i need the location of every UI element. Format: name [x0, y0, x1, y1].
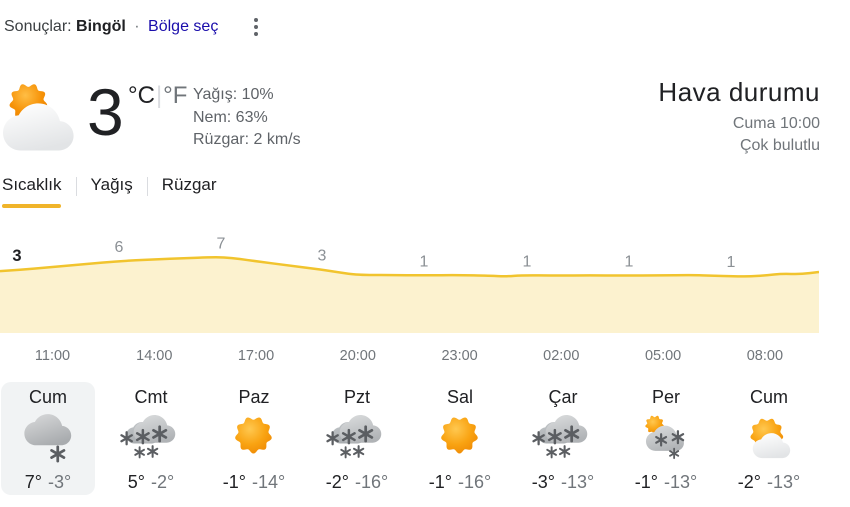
- chart-point-label: 3: [318, 248, 327, 265]
- fahrenheit-toggle[interactable]: °F: [163, 82, 188, 109]
- day-name: Pzt: [343, 387, 370, 407]
- temperature-chart[interactable]: 3 6 7 3 1 1 1 1: [0, 228, 819, 334]
- chart-time-axis: 11:00 14:00 17:00 20:00 23:00 02:00 05:00 08:00: [0, 348, 819, 364]
- partly-sunny-icon: [743, 409, 795, 461]
- chart-area-fill: [0, 257, 819, 333]
- time-tick-label: 20:00: [339, 348, 376, 364]
- current-weather-icon mostly-cloudy-icon: [3, 81, 74, 152]
- day-low-temp: -3°: [48, 472, 72, 492]
- day-card-cum-7[interactable]: Cum -2° -13°: [722, 382, 816, 495]
- day-card-çar-5[interactable]: Çar -3° -13°: [516, 382, 610, 495]
- day-name: Paz: [238, 387, 270, 407]
- daily-forecast: Cum 7° -3° Cmt 5° -2° Paz -1° -14° Pzt -2° -…: [1, 382, 819, 495]
- day-high-temp: 7°: [24, 472, 42, 492]
- chart-tabs: Sıcaklık Yağış Rüzgar: [2, 175, 217, 197]
- chart-point-label: 1: [420, 253, 429, 270]
- unit-toggle: °C|°F: [128, 84, 187, 108]
- widget-title: Hava durumu: [658, 77, 820, 107]
- tab-temperature[interactable]: Sıcaklık: [2, 175, 62, 194]
- current-temperature: 3: [87, 75, 124, 149]
- day-card-sal-4[interactable]: Sal -1° -16°: [413, 382, 507, 495]
- results-bar: Sonuçlar: Bingöl · Bölge seç: [4, 18, 218, 36]
- time-tick-label: 05:00: [644, 348, 682, 364]
- results-label: Sonuçlar:: [4, 18, 72, 35]
- day-card-cum-0[interactable]: Cum 7° -3°: [1, 382, 95, 495]
- day-card-cmt-1[interactable]: Cmt 5° -2°: [104, 382, 198, 495]
- day-high-temp: -2°: [737, 472, 761, 492]
- humidity-detail: Nem: 63%: [193, 108, 268, 126]
- chart-point-label: 1: [523, 253, 532, 270]
- time-tick-label: 17:00: [237, 348, 275, 364]
- day-name: Sal: [446, 387, 473, 407]
- tab-divider: [146, 176, 148, 196]
- day-name: Cum: [28, 387, 67, 407]
- day-high-temp: -1°: [222, 472, 246, 492]
- sunny-icon: [441, 417, 478, 454]
- day-name: Çar: [548, 387, 578, 407]
- sunny-icon: [235, 417, 272, 454]
- day-low-temp: -16°: [354, 472, 389, 492]
- day-high-temp: -1°: [634, 472, 658, 492]
- selected-tab-underline: [2, 204, 61, 208]
- time-tick-label: 11:00: [34, 348, 71, 364]
- day-card-paz-2[interactable]: Paz -1° -14°: [207, 382, 301, 495]
- time-tick-label: 14:00: [136, 348, 173, 364]
- day-card-per-6[interactable]: Per -1° -13°: [619, 382, 713, 495]
- time-tick-label: 08:00: [746, 348, 784, 364]
- cloudy-light-snow-icon: [22, 409, 74, 461]
- current-datetime: Cuma 10:00: [732, 115, 820, 132]
- location-name: Bingöl: [76, 18, 126, 35]
- day-low-temp: -13°: [560, 472, 595, 492]
- day-name: Per: [651, 387, 680, 407]
- kebab-menu-icon[interactable]: [249, 16, 263, 38]
- snow-icon: [125, 409, 177, 461]
- day-low-temp: -2°: [151, 472, 175, 492]
- chart-point-label: 7: [217, 235, 226, 252]
- day-low-temp: -13°: [663, 472, 698, 492]
- day-card-pzt-3[interactable]: Pzt -2° -16°: [310, 382, 404, 495]
- time-tick-label: 23:00: [441, 348, 478, 364]
- chart-point-label: 3: [12, 247, 21, 265]
- day-high-temp: -3°: [531, 472, 555, 492]
- choose-region-link[interactable]: Bölge seç: [148, 18, 219, 35]
- day-low-temp: -13°: [766, 472, 801, 492]
- day-high-temp: 5°: [127, 472, 145, 492]
- day-low-temp: -14°: [251, 472, 286, 492]
- current-condition: Çok bulutlu: [739, 137, 820, 154]
- day-name: Cum: [749, 387, 788, 407]
- precipitation-detail: Yağış: 10%: [193, 86, 274, 103]
- chart-temperature-line: [0, 256, 819, 278]
- unit-divider: |: [155, 82, 163, 109]
- day-high-temp: -2°: [325, 472, 349, 492]
- wind-detail: Rüzgar: 2 km/s: [193, 131, 301, 148]
- chart-point-label: 1: [727, 254, 736, 271]
- day-low-temp: -16°: [457, 472, 492, 492]
- tab-wind[interactable]: Rüzgar: [161, 175, 217, 194]
- separator-dot: ·: [134, 18, 140, 35]
- time-tick-label: 02:00: [543, 348, 580, 364]
- sun-snow-showers-icon: [640, 409, 692, 461]
- tab-precipitation[interactable]: Yağış: [90, 175, 133, 194]
- widget-heading: Hava durumu Cuma 10:00 Çok bulutlu: [658, 79, 820, 156]
- day-name: Cmt: [134, 387, 168, 407]
- snow-icon: [331, 409, 383, 461]
- snow-icon: [537, 409, 589, 461]
- tab-divider: [75, 176, 77, 196]
- chart-point-label: 1: [625, 254, 634, 271]
- celsius-toggle[interactable]: °C: [128, 82, 155, 109]
- current-details: Yağış: 10% Nem: 63% Rüzgar: 2 km/s: [193, 84, 301, 152]
- chart-point-label: 6: [115, 239, 124, 256]
- day-high-temp: -1°: [428, 472, 452, 492]
